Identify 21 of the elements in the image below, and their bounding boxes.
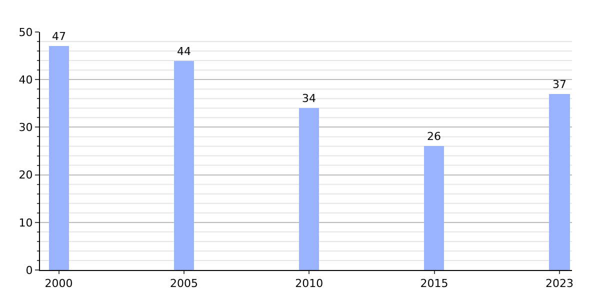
data-label: 37: [552, 78, 566, 91]
data-label: 34: [302, 92, 316, 105]
bar: [299, 108, 319, 270]
x-tick-label: 2015: [420, 277, 448, 290]
y-tick-label: 40: [18, 73, 33, 86]
x-tick-label: 2005: [170, 277, 198, 290]
y-tick-label: 0: [26, 264, 33, 277]
y-tick-label: 10: [18, 216, 33, 230]
bar: [424, 146, 444, 270]
x-tick-label: 2000: [44, 277, 73, 290]
data-label: 26: [427, 130, 441, 143]
x-tick-label: 2023: [545, 277, 574, 290]
data-label: 44: [177, 45, 191, 58]
y-tick-label: 50: [18, 26, 33, 39]
bar: [174, 61, 194, 270]
y-tick-label: 20: [18, 168, 33, 182]
data-label: 47: [52, 30, 66, 43]
y-tick-label: 30: [18, 121, 33, 134]
x-tick-label: 2010: [295, 277, 324, 290]
bar: [49, 46, 69, 270]
bar: [549, 94, 570, 270]
